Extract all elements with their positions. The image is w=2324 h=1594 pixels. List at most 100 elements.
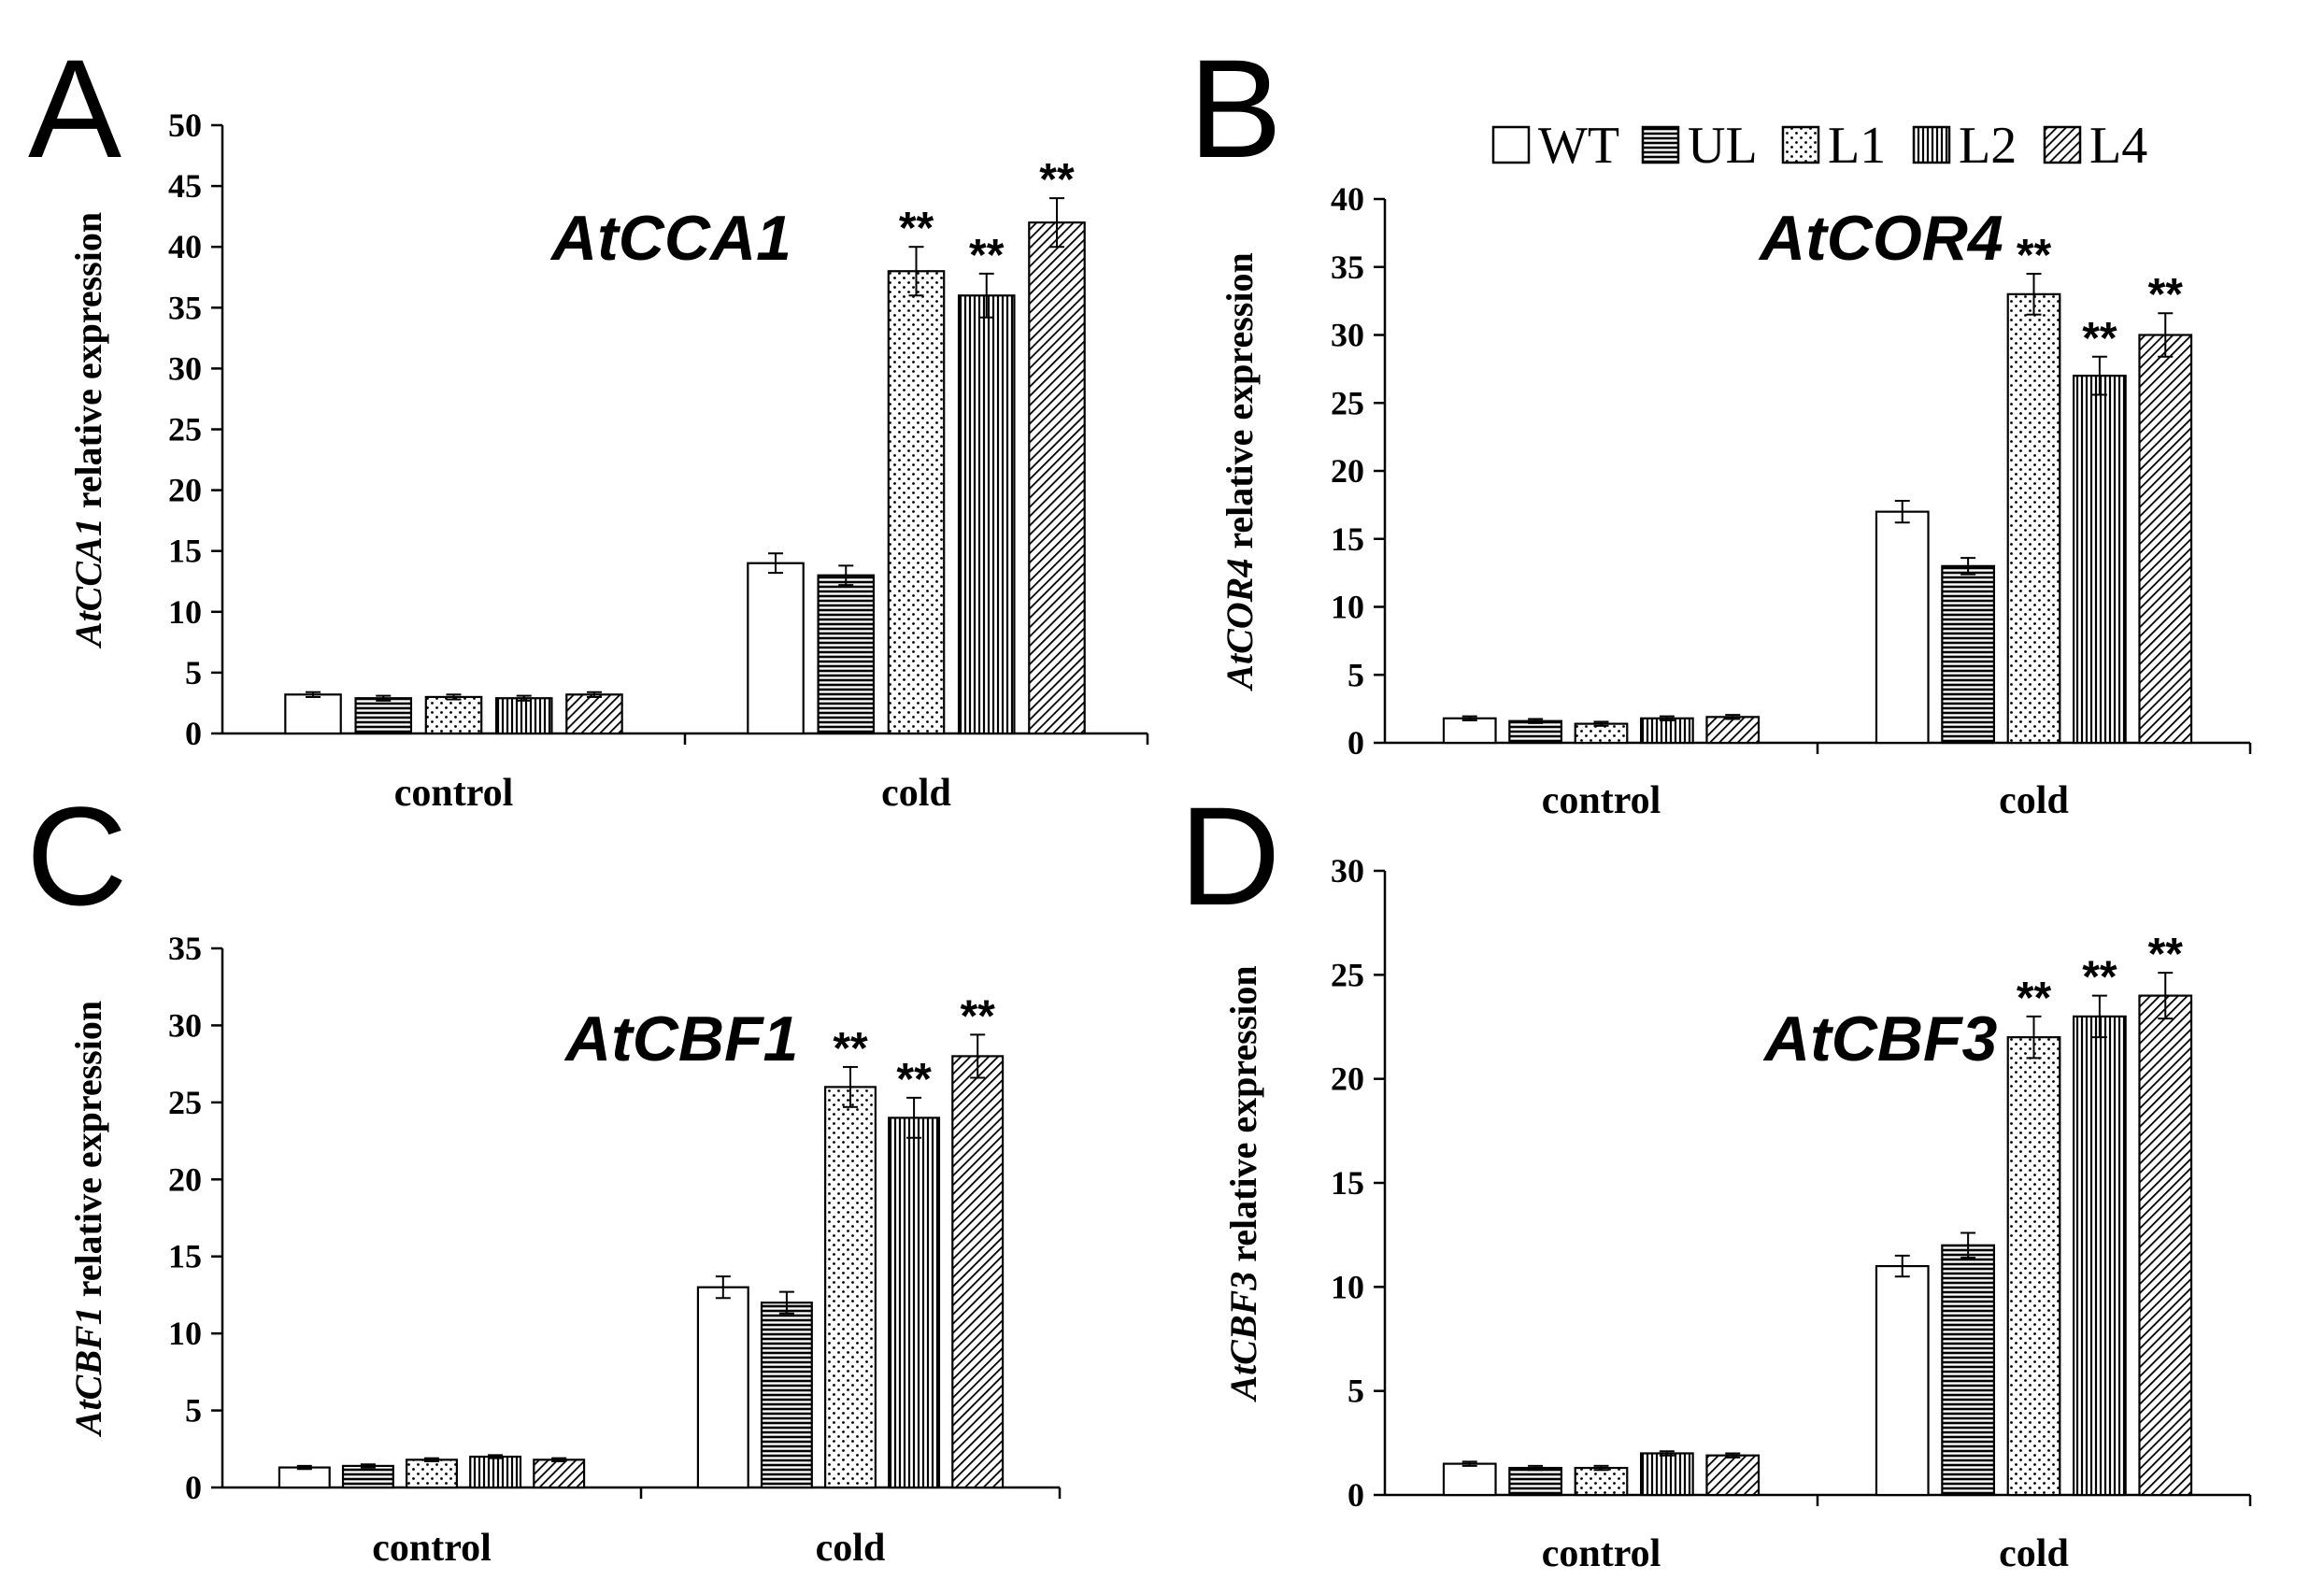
legend-label-l2: L2 — [1959, 117, 2017, 175]
bar-a-cold-l4 — [1028, 221, 1086, 735]
y-axis-label-c: AtCBF1 relative expression — [67, 1001, 109, 1438]
chart-title-d: AtCBF3 — [1762, 1003, 1998, 1075]
error-bar-d-control-wt — [1461, 1460, 1477, 1467]
y-tick-label-a: 25 — [168, 411, 202, 448]
significance-c-cold-l2: ** — [896, 1055, 932, 1104]
bar-a-control-ul — [354, 697, 413, 735]
y-tick-label-a: 0 — [185, 715, 202, 752]
error-bar-c-cold-l1 — [843, 1065, 858, 1108]
error-bar-a-control-l1 — [446, 693, 462, 701]
y-tick-label-c: 35 — [168, 930, 202, 967]
error-bar-d-control-l1 — [1593, 1464, 1609, 1472]
panel-d-chart: AtCBF3 AtCBF3 relative expression 0 5 10 15 20… — [1222, 852, 2252, 1575]
y-tick-label-c: 20 — [168, 1160, 202, 1198]
chart-title-c: AtCBF1 — [563, 1003, 798, 1075]
bar-c-cold-ul — [760, 1302, 813, 1489]
y-axis-label-a: AtCCA1 relative expression — [67, 212, 109, 649]
error-bar-b-cold-l1 — [2026, 273, 2042, 316]
y-tick-label-d: 5 — [1347, 1373, 1364, 1410]
error-bar-b-control-ul — [1528, 718, 1544, 724]
bar-b-cold-l2 — [2072, 375, 2127, 745]
significance-b-cold-l2: ** — [2082, 314, 2117, 363]
panel-c-chart: AtCBF1 AtCBF1 relative expression 0 5 10 15 20… — [67, 930, 1062, 1570]
bar-c-control-l4 — [533, 1459, 586, 1489]
significance-a-cold-l4: ** — [1039, 155, 1075, 205]
y-tick-label-b: 40 — [1331, 180, 1364, 218]
bar-b-control-wt — [1442, 717, 1497, 745]
error-bar-b-cold-l2 — [2091, 355, 2107, 396]
y-tick-label-a: 35 — [168, 289, 202, 326]
category-label-control-d: control — [1542, 1532, 1661, 1575]
category-label-cold-b: cold — [1999, 779, 2069, 822]
error-bar-a-control-l2 — [516, 694, 532, 702]
bar-a-control-l2 — [494, 697, 553, 735]
error-bar-d-cold-l1 — [2026, 1015, 2042, 1060]
error-bar-b-control-l4 — [1725, 714, 1741, 720]
bar-a-cold-l2 — [957, 294, 1016, 735]
y-tick-label-b: 15 — [1331, 520, 1364, 558]
error-bar-c-cold-l4 — [970, 1033, 986, 1079]
error-bar-d-control-l2 — [1659, 1450, 1675, 1457]
y-tick-label-c: 10 — [168, 1315, 202, 1352]
legend-label-wt: WT — [1538, 117, 1619, 175]
bar-c-cold-l4 — [951, 1055, 1005, 1489]
error-bar-c-control-wt — [296, 1464, 312, 1471]
panel-letter-a: A — [28, 30, 121, 187]
significance-b-cold-l1: ** — [2017, 231, 2052, 280]
legend-swatch-wt — [1491, 125, 1531, 164]
y-tick-label-a: 15 — [168, 533, 202, 570]
error-bar-b-control-l1 — [1593, 720, 1609, 727]
y-tick-label-a: 10 — [168, 593, 202, 631]
error-bar-c-control-l1 — [424, 1457, 439, 1462]
y-tick-label-c: 15 — [168, 1238, 202, 1275]
y-tick-label-a: 45 — [168, 167, 202, 205]
y-tick-label-b: 25 — [1331, 384, 1364, 421]
error-bar-a-control-ul — [376, 694, 392, 702]
error-bar-a-cold-ul — [838, 564, 854, 587]
y-tick-label-d: 10 — [1331, 1268, 1364, 1305]
bar-d-cold-l2 — [2072, 1015, 2127, 1497]
bar-a-control-wt — [284, 693, 342, 735]
y-tick-label-c: 0 — [185, 1469, 202, 1506]
category-label-control-c: control — [372, 1527, 492, 1570]
y-tick-label-d: 25 — [1331, 956, 1364, 993]
panel-letter-d: D — [1179, 777, 1280, 934]
legend-swatch-ul — [1641, 125, 1680, 164]
y-tick-label-b: 5 — [1347, 656, 1364, 693]
y-tick-label-c: 5 — [185, 1392, 202, 1430]
bar-d-cold-ul — [1941, 1244, 1996, 1497]
error-bar-a-cold-l2 — [978, 272, 994, 319]
y-axis-label-b: AtCOR4 relative expression — [1219, 252, 1261, 691]
bar-a-cold-l1 — [887, 270, 946, 735]
significance-a-cold-l1: ** — [899, 204, 934, 253]
bar-a-control-l1 — [424, 695, 483, 735]
y-tick-label-d: 30 — [1331, 852, 1364, 890]
category-label-cold-d: cold — [1999, 1532, 2069, 1575]
legend-item-ul: UL — [1641, 117, 1758, 175]
bar-b-cold-ul — [1941, 564, 1996, 745]
y-tick-label-b: 30 — [1331, 317, 1364, 354]
y-tick-label-b: 10 — [1331, 589, 1364, 626]
significance-d-cold-l2: ** — [2082, 953, 2117, 1003]
bar-d-control-wt — [1442, 1462, 1497, 1497]
bar-d-control-ul — [1508, 1466, 1563, 1497]
error-bar-c-cold-wt — [715, 1275, 731, 1300]
bar-d-cold-l4 — [2138, 994, 2193, 1497]
error-bar-d-control-ul — [1528, 1464, 1544, 1472]
error-bar-d-cold-ul — [1960, 1231, 1976, 1260]
bar-b-control-l2 — [1639, 717, 1694, 745]
y-tick-label-a: 40 — [168, 228, 202, 265]
bar-a-control-l4 — [565, 693, 623, 735]
bar-c-control-wt — [278, 1466, 331, 1489]
error-bar-d-cold-wt — [1894, 1254, 1910, 1278]
y-tick-label-d: 0 — [1347, 1476, 1364, 1514]
y-tick-label-c: 25 — [168, 1084, 202, 1121]
error-bar-a-cold-l4 — [1048, 197, 1064, 249]
legend-item-l4: L4 — [2043, 117, 2147, 175]
legend-swatch-l4 — [2043, 125, 2082, 164]
chart-title-b: AtCOR4 — [1758, 203, 2003, 274]
y-tick-label-b: 0 — [1347, 724, 1364, 761]
bar-c-cold-wt — [696, 1286, 749, 1489]
category-label-cold-a: cold — [881, 772, 951, 815]
